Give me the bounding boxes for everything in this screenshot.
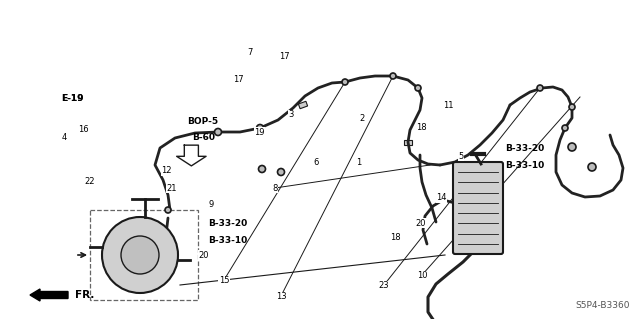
Text: 13: 13: [276, 292, 287, 301]
Circle shape: [257, 124, 264, 131]
Circle shape: [165, 207, 171, 213]
Circle shape: [342, 79, 348, 85]
Bar: [404, 139, 412, 145]
Text: 11: 11: [443, 101, 453, 110]
Circle shape: [390, 73, 396, 79]
Text: 18: 18: [416, 123, 426, 132]
Text: 8: 8: [273, 184, 278, 193]
Text: S5P4-B3360: S5P4-B3360: [575, 301, 630, 310]
Text: FR.: FR.: [75, 290, 94, 300]
FancyArrow shape: [30, 289, 68, 301]
Text: 22: 22: [84, 177, 95, 186]
Bar: [90, 210, 198, 300]
Bar: [298, 101, 308, 109]
Text: E-19: E-19: [61, 94, 83, 103]
Text: 17: 17: [234, 75, 244, 84]
Text: BOP-5: BOP-5: [188, 117, 219, 126]
Circle shape: [568, 143, 576, 151]
Circle shape: [537, 85, 543, 91]
Text: 17: 17: [280, 52, 290, 61]
Circle shape: [588, 163, 596, 171]
Polygon shape: [177, 145, 206, 166]
Text: 20: 20: [198, 251, 209, 260]
Text: 9: 9: [209, 200, 214, 209]
Text: 12: 12: [161, 166, 172, 175]
Text: 19: 19: [254, 128, 264, 137]
Text: 5: 5: [458, 152, 463, 161]
Text: 7: 7: [247, 48, 252, 57]
Text: 6: 6: [314, 158, 319, 167]
Circle shape: [259, 166, 266, 173]
Circle shape: [569, 104, 575, 110]
Text: B-33-10: B-33-10: [506, 161, 545, 170]
Text: 23: 23: [379, 281, 389, 290]
Text: B-33-20: B-33-20: [208, 219, 247, 228]
Text: 2: 2: [359, 114, 364, 122]
Text: 14: 14: [436, 193, 447, 202]
Circle shape: [415, 85, 421, 91]
Text: 1: 1: [356, 158, 361, 167]
Text: 10: 10: [417, 271, 428, 280]
Text: 3: 3: [289, 110, 294, 119]
Text: E-19: E-19: [61, 94, 83, 103]
Text: 18: 18: [390, 233, 401, 242]
Text: 21: 21: [166, 184, 177, 193]
FancyBboxPatch shape: [453, 162, 503, 254]
Text: B-60: B-60: [192, 133, 215, 142]
Circle shape: [121, 236, 159, 274]
Text: 15: 15: [219, 276, 229, 285]
Text: 20: 20: [416, 219, 426, 228]
Circle shape: [562, 125, 568, 131]
Circle shape: [278, 168, 285, 175]
Text: 4: 4: [61, 133, 67, 142]
Circle shape: [102, 217, 178, 293]
Text: B-33-20: B-33-20: [506, 144, 545, 153]
Text: 16: 16: [78, 125, 88, 134]
Text: B-33-10: B-33-10: [208, 236, 247, 245]
Circle shape: [214, 129, 221, 136]
